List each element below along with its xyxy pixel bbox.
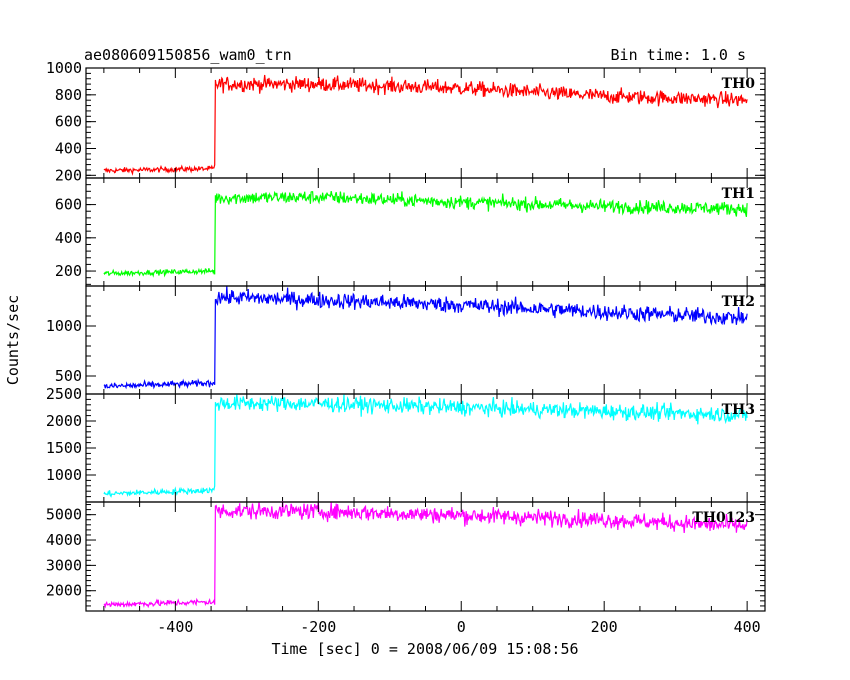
x-tick-label: 200 (591, 618, 618, 636)
panel-frame (85, 177, 766, 287)
y-tick-label: 5000 (46, 506, 82, 524)
panel-frame (85, 393, 766, 503)
panel-th0: 200 400 600 800 1000 TH0 (46, 59, 766, 184)
y-tick-label: 400 (55, 229, 82, 247)
chart-title: ae080609150856_wam0_trn (84, 46, 292, 64)
y-tick-label: 500 (55, 367, 82, 385)
y-tick-label: 2000 (46, 412, 82, 430)
x-tick-label: -200 (300, 618, 336, 636)
y-tick-label: 800 (55, 86, 82, 104)
panel-th3: 1000 1500 2000 2500 TH3 (46, 385, 766, 503)
x-axis-label: Time [sec] 0 = 2008/06/09 15:08:56 (271, 640, 578, 658)
y-tick-label: 4000 (46, 531, 82, 549)
panel-label: TH0 (722, 76, 756, 92)
y-tick-label: 200 (55, 166, 82, 184)
y-tick-label: 3000 (46, 556, 82, 574)
panel-th2: 500 1000 TH2 (46, 285, 766, 395)
y-tick-label: 600 (55, 196, 82, 214)
trace-th2 (103, 285, 748, 390)
y-tick-label: 1000 (46, 59, 82, 77)
panel-label: TH1 (722, 186, 755, 202)
y-tick-label: 2500 (46, 385, 82, 403)
y-axis-label: Counts/sec (4, 295, 22, 385)
y-tick-label: 400 (55, 139, 82, 157)
x-tick-label: 400 (734, 618, 761, 636)
panel-label: TH3 (722, 402, 755, 418)
panel-label: TH0123 (692, 510, 755, 526)
y-tick-label: 1000 (46, 466, 82, 484)
trace-th0123 (103, 501, 748, 609)
trace-th0 (103, 74, 748, 176)
panel-th1: 200 400 600 TH1 (55, 177, 766, 287)
y-tick-label: 1500 (46, 439, 82, 457)
panels-group: 200 400 600 800 1000 TH0 200 400 600 TH1 500 1000 TH… (46, 59, 766, 636)
panel-th0123: 2000 3000 4000 5000 TH0123 (46, 501, 766, 612)
panel-label: TH2 (722, 294, 755, 310)
trace-th3 (103, 394, 748, 498)
x-tick-label: -400 (157, 618, 193, 636)
y-tick-label: 1000 (46, 317, 82, 335)
y-tick-label: 600 (55, 113, 82, 131)
y-tick-label: 200 (55, 262, 82, 280)
bin-time-label: Bin time: 1.0 s (611, 46, 746, 64)
y-tick-label: 2000 (46, 582, 82, 600)
trace-th1 (103, 190, 748, 278)
x-tick-label: 0 (457, 618, 466, 636)
